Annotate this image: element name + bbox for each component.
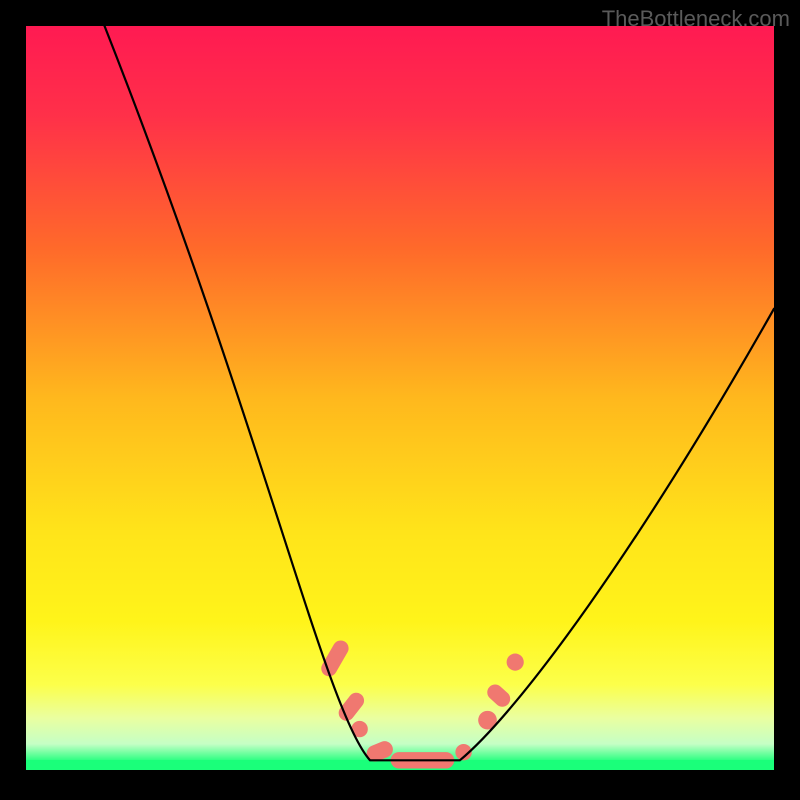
curve-line	[105, 26, 774, 760]
watermark-text: TheBottleneck.com	[602, 6, 790, 32]
chart-plot-area	[26, 26, 774, 770]
bottleneck-curve	[26, 26, 774, 770]
curve-markers	[318, 638, 523, 769]
